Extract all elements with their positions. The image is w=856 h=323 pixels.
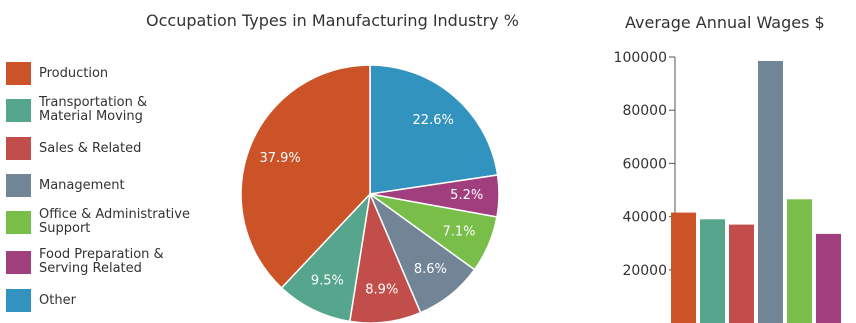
pie-chart: 22.6% 5.2% 7.1% 8.6% 8.9% 9.5% 37.9% bbox=[240, 64, 500, 323]
legend-label: Transportation & Material Moving bbox=[39, 95, 148, 124]
legend-swatch bbox=[6, 289, 31, 312]
pie-slice-label: 22.6% bbox=[413, 113, 454, 128]
y-tick-label: 80000 bbox=[622, 103, 667, 119]
legend-item-management: Management bbox=[6, 174, 125, 197]
legend-swatch bbox=[6, 137, 31, 160]
legend-swatch bbox=[6, 62, 31, 85]
pie-chart-title: Occupation Types in Manufacturing Indust… bbox=[146, 11, 519, 30]
legend-item-sales: Sales & Related bbox=[6, 137, 141, 160]
legend-swatch bbox=[6, 210, 31, 234]
bar-management bbox=[758, 61, 783, 323]
legend-label: Office & Administrative Support bbox=[39, 207, 190, 236]
legend-label: Production bbox=[39, 65, 109, 81]
legend-item-food: Food Preparation & Serving Related bbox=[6, 248, 164, 276]
bar-food-preparation-serving-related bbox=[816, 233, 841, 323]
bar-chart-title: Average Annual Wages $ bbox=[625, 13, 825, 32]
pie-slice-other bbox=[369, 64, 499, 195]
pie-slice-label: 7.1% bbox=[442, 224, 475, 239]
legend-label: Other bbox=[39, 292, 76, 308]
legend-item-production: Production bbox=[6, 62, 108, 85]
bar-office-administrative-support bbox=[787, 199, 812, 323]
y-tick-label: 100000 bbox=[614, 50, 667, 66]
pie-slice-label: 8.9% bbox=[365, 283, 398, 298]
legend-item-transportation: Transportation & Material Moving bbox=[6, 96, 147, 124]
y-tick-label: 40000 bbox=[622, 210, 667, 226]
pie-slice-label: 8.6% bbox=[414, 262, 447, 277]
bar-chart: 20000 40000 60000 80000 100000 bbox=[614, 50, 841, 323]
legend-label: Management bbox=[39, 177, 125, 193]
legend-swatch bbox=[6, 174, 31, 197]
bar-sales-related bbox=[729, 224, 754, 323]
legend-label: Sales & Related bbox=[39, 140, 142, 156]
y-tick-label: 20000 bbox=[622, 263, 667, 279]
legend-swatch bbox=[6, 98, 31, 122]
bar-production bbox=[671, 212, 696, 323]
pie-slice-production bbox=[240, 64, 371, 289]
pie-slice-label: 37.9% bbox=[259, 151, 300, 166]
pie-slice-label: 5.2% bbox=[450, 188, 483, 203]
y-tick-label: 60000 bbox=[622, 156, 667, 172]
pie-slice-transportation-material-moving bbox=[280, 191, 372, 323]
pie-slice-label: 9.5% bbox=[311, 273, 344, 288]
legend-item-office: Office & Administrative Support bbox=[6, 208, 190, 236]
bar-transportation-material-moving bbox=[700, 219, 725, 323]
legend-item-other: Other bbox=[6, 289, 76, 312]
legend-label: Food Preparation & Serving Related bbox=[39, 247, 164, 276]
legend-swatch bbox=[6, 250, 31, 274]
